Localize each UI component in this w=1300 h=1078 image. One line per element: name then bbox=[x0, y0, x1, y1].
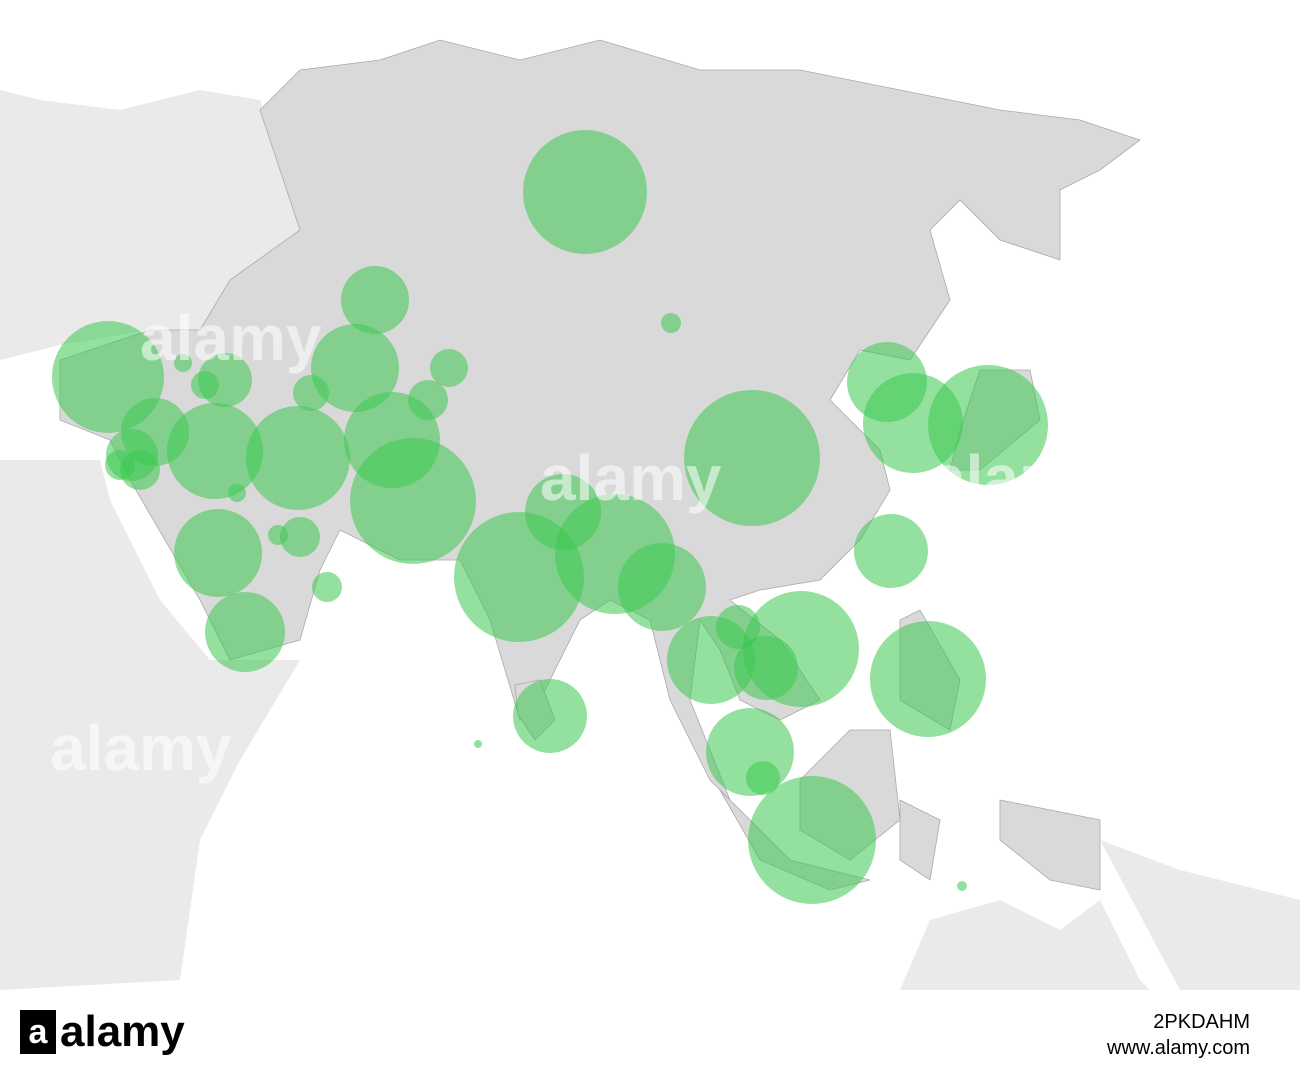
bubble bbox=[523, 130, 647, 254]
watermark: alamy bbox=[540, 442, 722, 514]
watermarks: alamy alamy alamy alamy bbox=[50, 302, 1112, 784]
watermark: alamy bbox=[930, 442, 1112, 514]
bubble bbox=[228, 484, 246, 502]
bubble bbox=[268, 525, 288, 545]
pacific-island bbox=[1100, 840, 1300, 990]
bubble bbox=[205, 592, 285, 672]
australia bbox=[900, 900, 1150, 990]
bubble bbox=[684, 390, 820, 526]
europe bbox=[0, 90, 300, 360]
bubble bbox=[618, 543, 706, 631]
bubble bbox=[734, 636, 798, 700]
bubble bbox=[474, 740, 482, 748]
bubble bbox=[312, 572, 342, 602]
bubble bbox=[667, 616, 755, 704]
logo-mark: a bbox=[29, 1013, 49, 1051]
bubble bbox=[870, 621, 986, 737]
bubble bbox=[513, 679, 587, 753]
bubble bbox=[854, 514, 928, 588]
bubble bbox=[430, 349, 468, 387]
bubble bbox=[661, 313, 681, 333]
image-id: 2PKDAHM bbox=[1153, 1011, 1250, 1033]
bubble bbox=[246, 406, 350, 510]
bubble bbox=[341, 266, 409, 334]
url: www.alamy.com bbox=[1106, 1037, 1250, 1059]
bubble bbox=[280, 517, 320, 557]
bubble bbox=[957, 881, 967, 891]
bubble bbox=[191, 371, 219, 399]
bubble bbox=[350, 438, 476, 564]
bubble bbox=[167, 403, 263, 499]
africa bbox=[0, 460, 300, 990]
watermark: alamy bbox=[50, 712, 232, 784]
logo: alamy bbox=[60, 1007, 185, 1056]
logo-box bbox=[20, 1010, 56, 1054]
watermark: alamy bbox=[140, 302, 322, 374]
bubble bbox=[174, 509, 262, 597]
bubble bbox=[311, 324, 399, 412]
bubble bbox=[748, 776, 876, 904]
footer bbox=[0, 990, 1300, 1078]
bubbles bbox=[52, 130, 1048, 904]
bubble bbox=[746, 761, 780, 795]
bubble bbox=[928, 365, 1048, 485]
bubble bbox=[120, 450, 160, 490]
bubble bbox=[174, 354, 192, 372]
